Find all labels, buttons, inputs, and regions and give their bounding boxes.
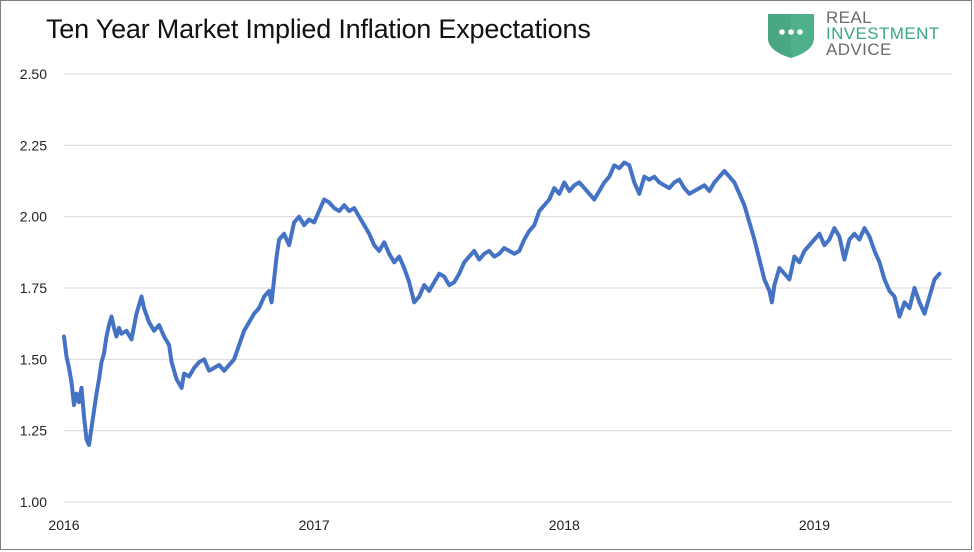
x-tick-label: 2017 [299,517,330,533]
brand-logo: REAL INVESTMENT ADVICE [764,8,964,60]
x-tick-label: 2019 [799,517,830,533]
x-tick-label: 2018 [549,517,580,533]
y-axis-ticks: 1.00 1.25 1.50 1.75 2.00 2.25 2.50 [20,66,47,510]
logo-line-advice: ADVICE [826,40,892,59]
x-axis-ticks: 2016 2017 2018 2019 [48,517,830,533]
gridlines [64,73,952,503]
y-tick-label: 2.25 [20,137,47,153]
y-tick-label: 2.00 [20,209,47,225]
speech-bubble-shield-icon [768,14,814,58]
y-tick-label: 1.25 [20,423,47,439]
y-tick-label: 1.00 [20,494,47,510]
logo-line-real: REAL [826,8,873,27]
series-line [62,160,942,447]
logo-line-investment: INVESTMENT [826,24,940,43]
chart-title: Ten Year Market Implied Inflation Expect… [46,14,591,44]
y-tick-label: 2.50 [20,66,47,82]
y-tick-label: 1.50 [20,351,47,367]
series-group [62,160,942,447]
y-tick-label: 1.75 [20,280,47,296]
x-tick-label: 2016 [48,517,79,533]
